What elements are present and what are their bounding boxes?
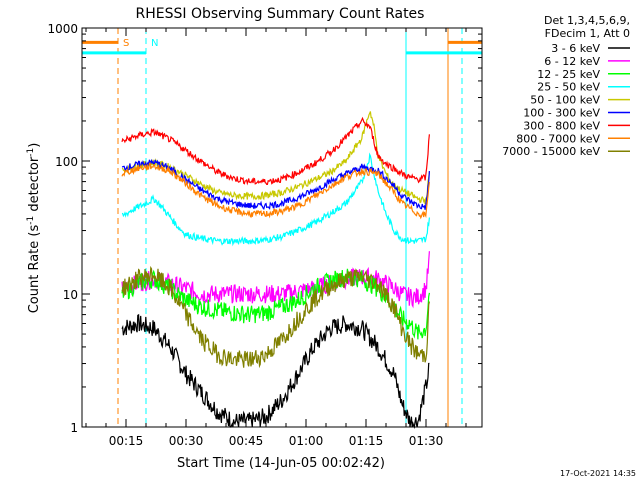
legend-label-2: 12 - 25 keV (537, 68, 600, 81)
x-tick-label-1: 00:30 (169, 434, 204, 448)
y-axis: 1 10 100 1000 (47, 22, 482, 435)
series-line-7 (121, 162, 430, 220)
y-label-main: Count Rate (s (27, 225, 42, 314)
legend-label-1: 6 - 12 keV (544, 55, 600, 68)
y-tick-label-3: 1000 (47, 22, 78, 36)
x-tick-label-0: 00:15 (109, 434, 144, 448)
marker-label-s: S (123, 38, 129, 49)
y-label-sup: -1 (26, 216, 36, 225)
x-tick-label-3: 01:00 (289, 434, 324, 448)
marker-label-n: N (151, 38, 158, 49)
chart-title: RHESSI Observing Summary Count Rates (136, 6, 425, 22)
legend-label-4: 50 - 100 keV (530, 94, 600, 107)
series-line-2 (121, 268, 430, 340)
plot-frame (81, 27, 483, 428)
series-line-8 (121, 265, 430, 369)
x-axis: 00:15 00:30 00:45 01:00 01:15 01:30 (85, 28, 467, 448)
legend-label-5: 100 - 300 keV (523, 107, 600, 120)
x-axis-label: Start Time (14-Jun-05 00:02:42) (177, 456, 385, 471)
x-tick-label-5: 01:30 (409, 434, 444, 448)
y-axis-label: Count Rate (s-1 detector-1) (26, 143, 42, 314)
legend-label-8: 7000 - 15000 keV (502, 145, 600, 158)
y-label-rest: detector (27, 156, 42, 216)
y-tick-label-0: 1 (70, 421, 78, 435)
legend-header-1: FDecim 1, Att 0 (545, 27, 630, 40)
legend: Det 1,3,4,5,6,9,FDecim 1, Att 0 3 - 6 keV… (502, 14, 630, 158)
y-tick-label-1: 10 (63, 288, 78, 302)
series-line-4 (121, 111, 430, 205)
legend-label-3: 25 - 50 keV (537, 81, 600, 94)
series-line-3 (121, 152, 430, 247)
x-tick-label-4: 01:15 (349, 434, 384, 448)
series-line-6 (121, 116, 430, 186)
series-layer (121, 111, 430, 430)
legend-label-0: 3 - 6 keV (551, 42, 600, 55)
legend-label-7: 800 - 7000 keV (516, 132, 600, 145)
legend-label-6: 300 - 800 keV (523, 119, 600, 132)
y-label-end: ) (27, 143, 42, 148)
attenuator-bars (82, 40, 482, 55)
footer-date: 17-Oct-2021 14:35 (560, 469, 636, 478)
series-line-5 (121, 158, 430, 210)
legend-header-0: Det 1,3,4,5,6,9, (544, 14, 630, 27)
y-tick-label-2: 100 (55, 155, 78, 169)
series-line-0 (121, 313, 430, 430)
x-tick-label-2: 00:45 (229, 434, 264, 448)
y-label-sup2: -1 (26, 148, 36, 157)
